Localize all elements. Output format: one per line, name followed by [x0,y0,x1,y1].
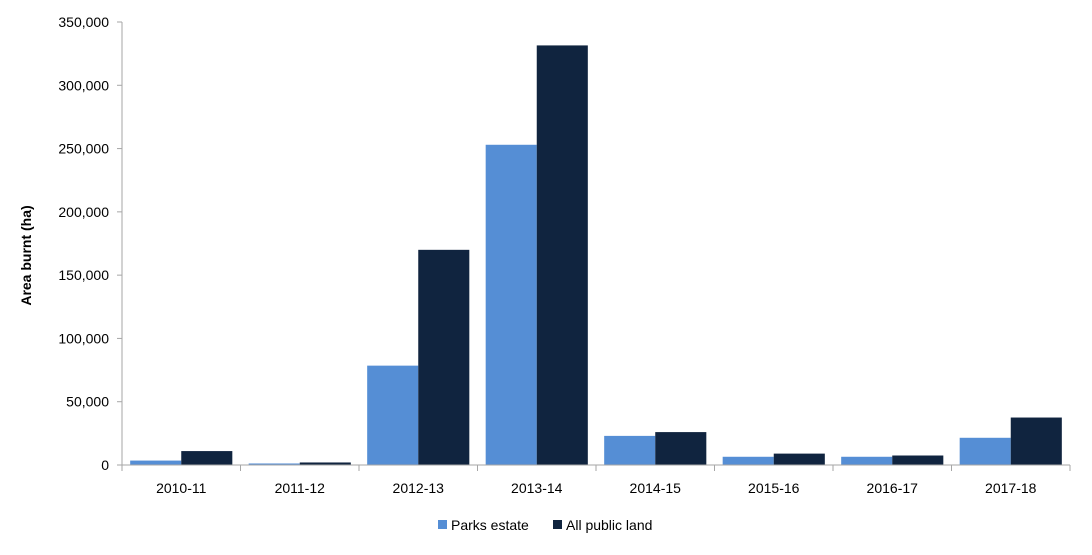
x-tick-label: 2013-14 [511,480,563,496]
bar-parks-estate [248,463,300,465]
bar-all-public-land [181,451,233,465]
x-tick-label: 2010-11 [156,480,207,496]
bar-parks-estate [959,437,1011,465]
y-tick-label: 200,000 [58,204,109,220]
x-tick-label: 2015-16 [748,480,800,496]
x-tick-label: 2011-12 [275,480,326,496]
y-tick-label: 150,000 [58,267,109,283]
legend-swatch [553,520,562,529]
bar-all-public-land [536,45,588,466]
legend: Parks estate All public land [438,517,652,533]
axes [121,22,1070,466]
bar-parks-estate [367,365,419,465]
bar-parks-estate [485,144,537,465]
legend-label: Parks estate [451,517,529,533]
y-tick-label: 100,000 [58,330,109,346]
bar-all-public-land [892,455,944,465]
y-tick-label: 250,000 [58,141,109,157]
y-axis-title: Area burnt (ha) [18,205,34,305]
bar-all-public-land [299,462,351,465]
legend-label: All public land [566,517,652,533]
bar-all-public-land [1010,417,1062,465]
y-axis-ticks: 0 50,000 100,000 150,000 200,000 250,000 300,0… [58,14,122,473]
bars [130,45,1062,466]
bar-all-public-land [773,453,825,465]
bar-parks-estate [722,456,774,465]
y-tick-label: 50,000 [66,394,109,410]
x-axis-ticks: 2010-11 2011-12 2012-13 2013-14 2014-15 2015-… [121,465,1071,496]
bar-parks-estate [130,460,182,465]
x-tick-label: 2012-13 [393,480,445,496]
bar-all-public-land [655,432,707,465]
y-tick-label: 300,000 [58,77,109,93]
y-tick-label: 0 [101,457,109,473]
y-tick-label: 350,000 [58,14,109,30]
bar-all-public-land [418,249,470,465]
bar-parks-estate [841,456,893,465]
legend-swatch [438,520,447,529]
bar-parks-estate [604,435,656,465]
x-tick-label: 2014-15 [630,480,682,496]
x-tick-label: 2017-18 [985,480,1037,496]
x-tick-label: 2016-17 [867,480,919,496]
